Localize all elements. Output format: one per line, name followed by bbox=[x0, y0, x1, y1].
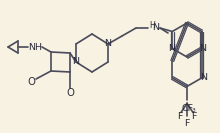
Text: O: O bbox=[27, 77, 35, 87]
Text: N: N bbox=[200, 73, 207, 82]
Text: F: F bbox=[177, 112, 183, 121]
Text: H: H bbox=[149, 20, 155, 30]
Text: N: N bbox=[152, 24, 160, 32]
Text: NH: NH bbox=[28, 43, 42, 51]
Text: N: N bbox=[168, 44, 175, 53]
Text: N: N bbox=[104, 40, 112, 49]
Text: CF: CF bbox=[181, 104, 193, 113]
Text: F: F bbox=[191, 112, 197, 121]
Text: O: O bbox=[66, 88, 74, 98]
Text: F: F bbox=[184, 119, 190, 128]
Text: N: N bbox=[73, 57, 79, 66]
Text: N: N bbox=[199, 44, 206, 53]
Text: 3: 3 bbox=[191, 108, 195, 113]
